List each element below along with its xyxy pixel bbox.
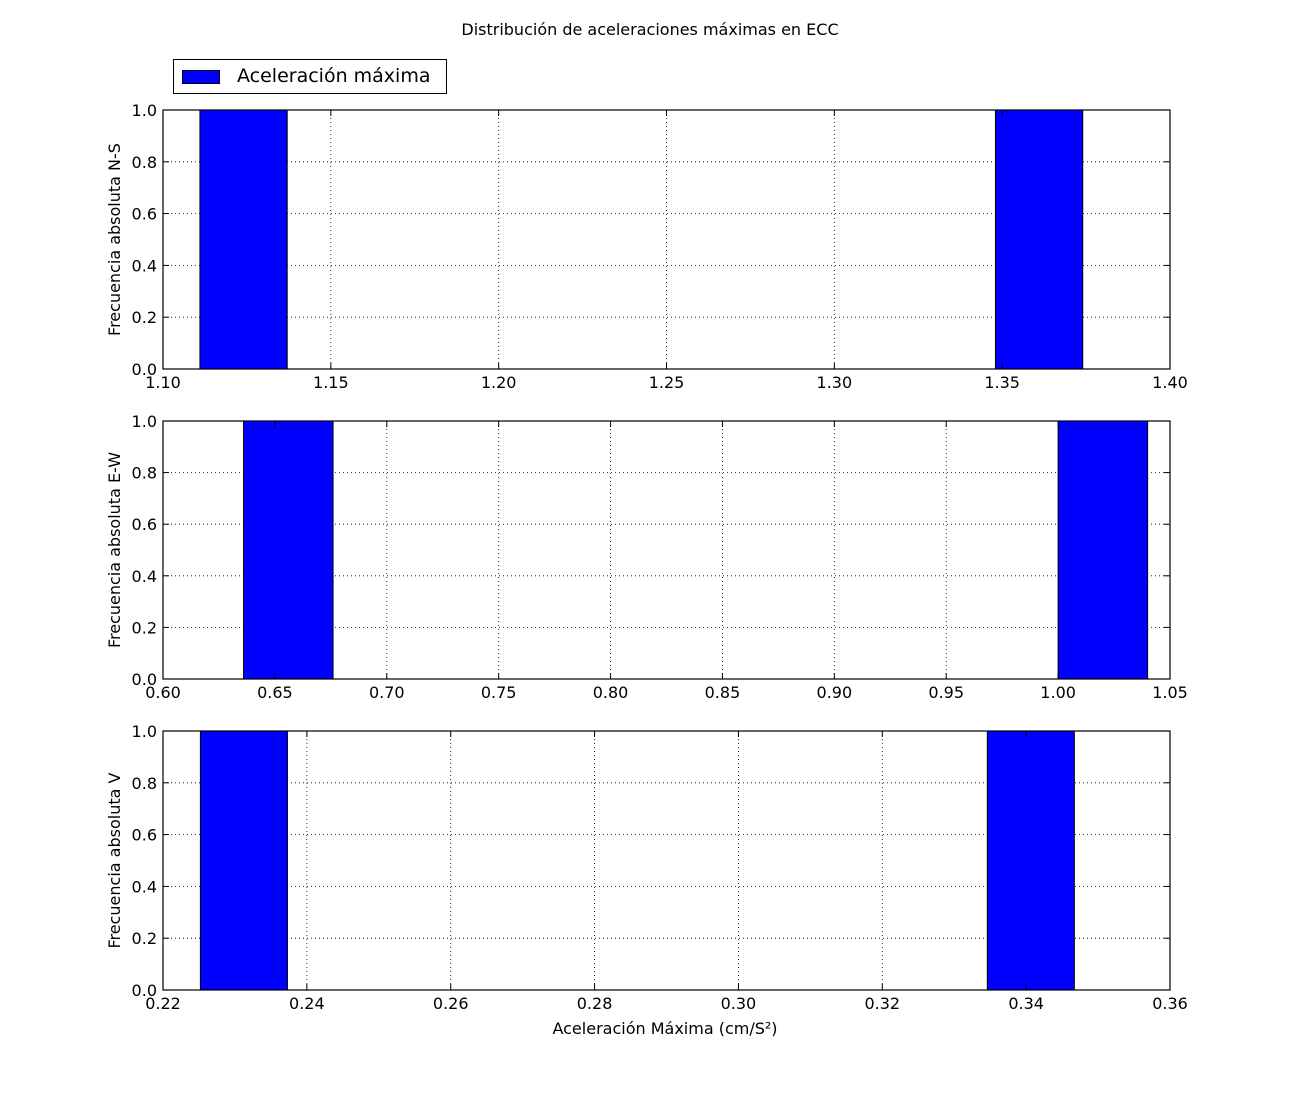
y-tick-label: 0.6 xyxy=(132,515,157,534)
y-tick-label: 0.6 xyxy=(132,826,157,845)
x-tick-label: 0.28 xyxy=(577,994,613,1013)
y-axis-label: Frecuencia absoluta E-W xyxy=(105,452,124,648)
x-tick-label: 1.30 xyxy=(817,373,853,392)
y-tick-label: 0.0 xyxy=(132,670,157,689)
histogram-bar xyxy=(199,109,288,370)
legend: Aceleración máxima xyxy=(173,59,447,94)
x-tick-label: 1.15 xyxy=(313,373,349,392)
y-tick-label: 0.2 xyxy=(132,929,157,948)
x-tick-label: 0.90 xyxy=(817,683,853,702)
subplot-2: 0.60 0.65 0.70 0.75 0.80 0.85 0.90 0.95 1.00 1.05… xyxy=(105,412,1188,702)
y-tick-label: 0.8 xyxy=(132,153,157,172)
x-tick-label: 0.60 xyxy=(145,683,181,702)
x-tick-label: 0.30 xyxy=(721,994,757,1013)
legend-swatch xyxy=(182,70,220,84)
y-tick-label: 0.8 xyxy=(132,774,157,793)
x-tick-label: 0.75 xyxy=(481,683,517,702)
subplot-1: 1.10 1.15 1.20 1.25 1.30 1.35 1.40 0.0 0.2 0.4 0.6… xyxy=(105,101,1188,392)
x-tick-label: 1.10 xyxy=(145,373,181,392)
y-tick-label: 0.4 xyxy=(132,567,157,586)
y-tick-label: 0.4 xyxy=(132,877,157,896)
legend-label: Aceleración máxima xyxy=(237,65,431,87)
x-tick-label: 0.24 xyxy=(289,994,325,1013)
x-tick-label: 0.95 xyxy=(928,683,964,702)
plot-frame xyxy=(162,730,1171,991)
y-tick-label: 0.2 xyxy=(132,618,157,637)
x-tick-label: 0.70 xyxy=(369,683,405,702)
x-tick-label: 1.05 xyxy=(1152,683,1188,702)
x-tick-label: 1.20 xyxy=(481,373,517,392)
plot-frame xyxy=(162,420,1171,680)
x-tick-label: 1.25 xyxy=(649,373,685,392)
x-tick-label: 0.65 xyxy=(257,683,293,702)
y-tick-label: 1.0 xyxy=(132,722,157,741)
y-tick-label: 1.0 xyxy=(132,412,157,431)
histogram-bar xyxy=(199,730,288,991)
histogram-bar xyxy=(994,109,1084,370)
x-tick-label: 0.36 xyxy=(1152,994,1188,1013)
x-tick-label: 0.22 xyxy=(145,994,181,1013)
subplot-3: 0.22 0.24 0.26 0.28 0.30 0.32 0.34 0.36 0.0 0.2 0.… xyxy=(105,722,1188,1013)
y-tick-label: 1.0 xyxy=(132,101,157,120)
x-tick-label: 0.80 xyxy=(593,683,629,702)
y-axis-label: Frecuencia absoluta N-S xyxy=(105,143,124,336)
x-tick-label: 0.34 xyxy=(1008,994,1044,1013)
x-tick-label: 0.32 xyxy=(864,994,900,1013)
y-tick-label: 0.8 xyxy=(132,464,157,483)
y-tick-label: 0.0 xyxy=(132,360,157,379)
y-tick-label: 0.6 xyxy=(132,205,157,224)
y-tick-label: 0.4 xyxy=(132,256,157,275)
x-tick-label: 1.00 xyxy=(1040,683,1076,702)
x-tick-label: 0.85 xyxy=(705,683,741,702)
chart-title: Distribución de aceleraciones máximas en… xyxy=(461,20,839,39)
x-tick-label: 0.26 xyxy=(433,994,469,1013)
histogram-bar xyxy=(1057,420,1149,680)
histogram-bar xyxy=(243,420,334,680)
x-tick-label: 1.40 xyxy=(1152,373,1188,392)
x-axis-label: Aceleración Máxima (cm/S²) xyxy=(552,1019,778,1038)
x-tick-label: 1.35 xyxy=(984,373,1020,392)
y-axis-label: Frecuencia absoluta V xyxy=(105,772,124,948)
y-tick-label: 0.2 xyxy=(132,308,157,327)
y-tick-label: 0.0 xyxy=(132,981,157,1000)
histogram-bar xyxy=(986,730,1075,991)
